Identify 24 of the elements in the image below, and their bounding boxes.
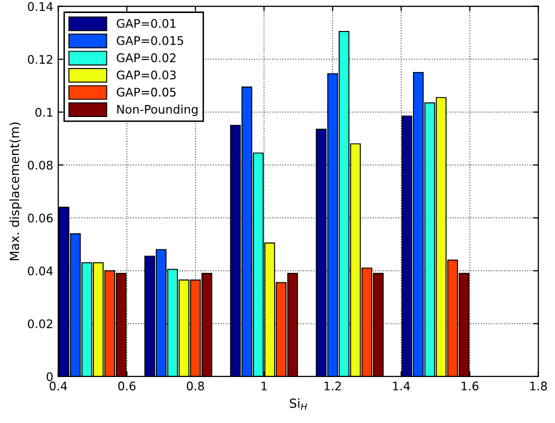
y-tick-label: 0.1 [35, 108, 52, 117]
legend-label: GAP=0.05 [116, 88, 176, 97]
legend-label: GAP=0.015 [116, 36, 184, 46]
legend-label: GAP=0.02 [116, 53, 176, 62]
x-tick-label: 0.8 [186, 382, 204, 390]
x-tick-label: 0.4 [50, 382, 67, 390]
x-tick-label: 1.4 [393, 382, 410, 390]
y-tick-label: 0.02 [28, 319, 52, 328]
x-tick-label: 1.8 [530, 382, 547, 390]
x-tick-label: 1.6 [462, 382, 478, 390]
y-tick-label: 0.14 [28, 2, 53, 11]
legend-label: GAP=0.01 [116, 18, 176, 28]
legend-label: Non-Pounding [117, 104, 198, 116]
x-tick-label: 1 [262, 382, 267, 390]
x-tick-label: 1.2 [324, 382, 341, 390]
x-tick-label: 0.6 [118, 382, 136, 390]
x-axis-title: Si$_{H}$ [290, 398, 307, 410]
y-axis-title: Max. displacement(m) [9, 122, 22, 260]
y-tick-label: 0.04 [28, 266, 53, 276]
y-tick-label: 0 [46, 372, 53, 382]
y-tick-label: 0.08 [28, 160, 53, 170]
y-tick-label: 0.12 [28, 54, 52, 64]
y-tick-label: 0.06 [28, 214, 53, 222]
legend-label: GAP=0.03 [116, 70, 176, 80]
